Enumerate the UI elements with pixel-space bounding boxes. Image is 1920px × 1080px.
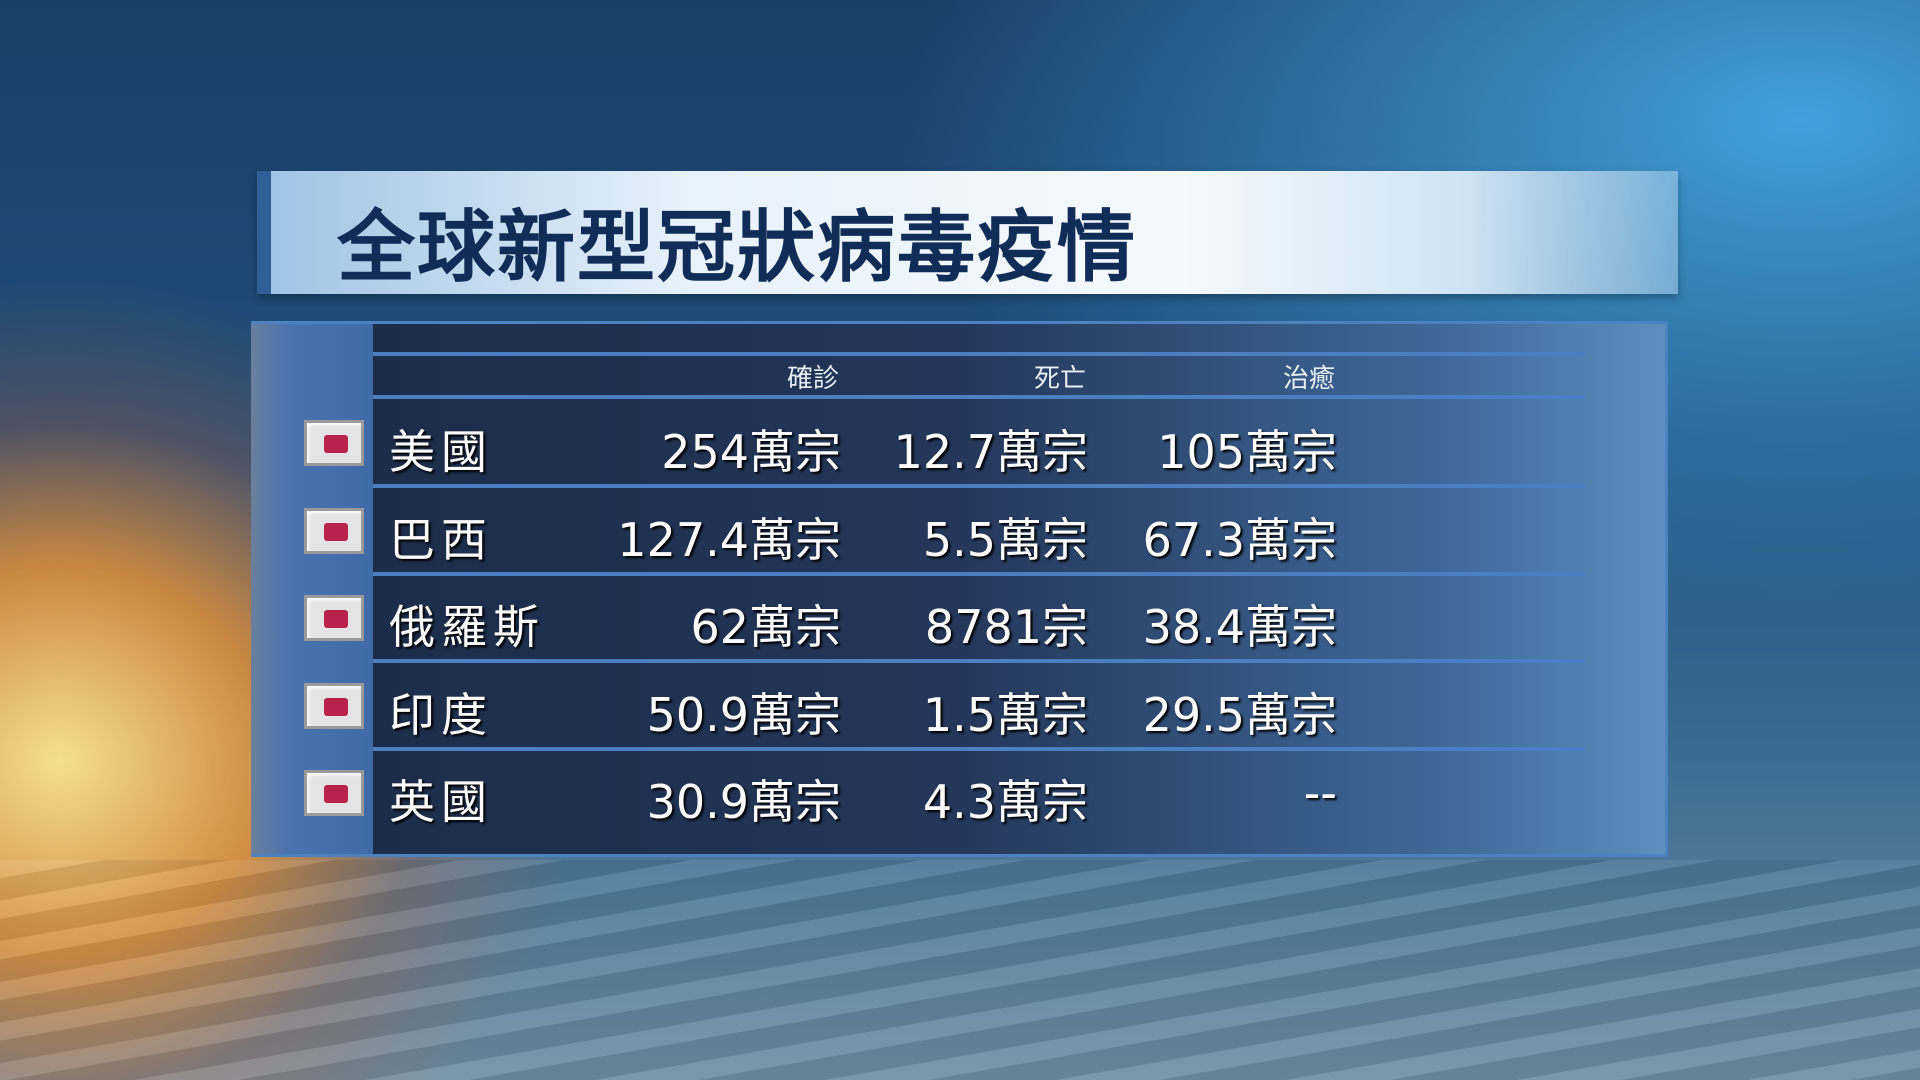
flag-icon <box>304 770 364 816</box>
divider <box>373 352 1585 356</box>
deaths-value: 4.3萬宗 <box>922 775 1088 829</box>
flag-icon <box>304 682 364 729</box>
row-divider <box>373 484 1585 488</box>
deaths-value: 1.5萬宗 <box>922 687 1088 742</box>
flag-icon <box>304 507 364 554</box>
row-divider <box>373 659 1585 663</box>
row-divider <box>373 746 1585 751</box>
recovered-value: 67.3萬宗 <box>1142 512 1337 567</box>
country-name: 巴西 <box>389 512 493 567</box>
flag-marker <box>324 435 348 453</box>
recovered-value: 29.5萬宗 <box>1142 687 1337 742</box>
confirmed-value: 254萬宗 <box>661 425 841 479</box>
deaths-value: 12.7萬宗 <box>893 425 1088 479</box>
recovered-value: -- <box>1303 766 1337 820</box>
flag-marker <box>324 785 348 803</box>
country-name: 英國 <box>389 775 493 829</box>
header-recovered: 治癒 <box>1282 364 1335 394</box>
country-name: 印度 <box>389 687 493 742</box>
header-deaths: 死亡 <box>1033 364 1086 394</box>
deaths-value: 8781宗 <box>924 600 1088 654</box>
flag-marker <box>324 697 348 716</box>
flag-icon <box>304 595 364 641</box>
recovered-value: 38.4萬宗 <box>1142 600 1337 654</box>
country-name: 俄羅斯 <box>389 600 545 654</box>
table-row: 美國 254萬宗 12.7萬宗 105萬宗 <box>251 400 1665 488</box>
flag-marker <box>324 522 348 541</box>
country-name: 美國 <box>389 425 493 479</box>
background-floor <box>0 860 1920 1080</box>
divider <box>373 395 1585 399</box>
page-title: 全球新型冠狀病毒疫情 <box>337 203 1138 293</box>
table-row: 俄羅斯 62萬宗 8781宗 38.4萬宗 <box>251 575 1665 663</box>
row-divider <box>373 571 1585 576</box>
recovered-value: 105萬宗 <box>1157 425 1337 479</box>
title-banner: 全球新型冠狀病毒疫情 <box>257 171 1678 294</box>
confirmed-value: 50.9萬宗 <box>646 687 841 742</box>
table-row: 英國 30.9萬宗 4.3萬宗 -- <box>251 750 1665 837</box>
flag-marker <box>324 610 348 628</box>
confirmed-value: 62萬宗 <box>690 600 841 654</box>
header-confirmed: 確診 <box>786 364 839 394</box>
deaths-value: 5.5萬宗 <box>922 512 1088 567</box>
flag-icon <box>304 420 364 466</box>
confirmed-value: 30.9萬宗 <box>646 775 841 829</box>
table-row: 巴西 127.4萬宗 5.5萬宗 67.3萬宗 <box>251 488 1665 576</box>
flag-column <box>251 324 373 854</box>
stats-table: 確診 死亡 治癒 美國 254萬宗 12.7萬宗 105萬宗 巴西 127.4萬… <box>251 321 1668 857</box>
table-row: 印度 50.9萬宗 1.5萬宗 29.5萬宗 <box>251 663 1665 751</box>
confirmed-value: 127.4萬宗 <box>617 512 841 567</box>
